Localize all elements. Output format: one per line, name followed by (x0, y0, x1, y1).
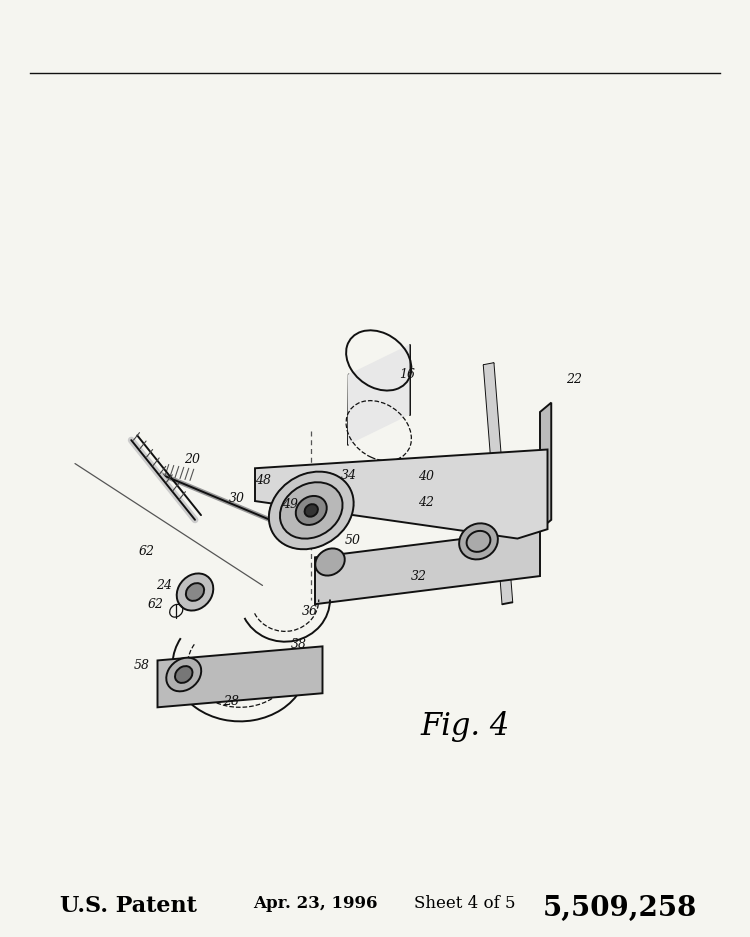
Polygon shape (255, 450, 548, 539)
Text: 49: 49 (282, 498, 298, 511)
Text: Sheet 4 of 5: Sheet 4 of 5 (414, 895, 516, 912)
Polygon shape (315, 529, 540, 604)
Ellipse shape (269, 472, 353, 549)
Text: U.S. Patent: U.S. Patent (60, 895, 196, 916)
Ellipse shape (296, 497, 327, 525)
Ellipse shape (459, 524, 498, 559)
Text: 62: 62 (148, 598, 164, 611)
Polygon shape (540, 403, 551, 529)
Text: 24: 24 (156, 579, 172, 592)
Text: Fig. 4: Fig. 4 (420, 710, 510, 742)
Ellipse shape (280, 483, 343, 539)
Ellipse shape (186, 584, 204, 601)
Polygon shape (158, 647, 322, 707)
Ellipse shape (177, 573, 213, 611)
Ellipse shape (175, 666, 193, 683)
Text: 32: 32 (411, 570, 427, 583)
Text: 62: 62 (139, 544, 154, 558)
Text: 28: 28 (224, 694, 239, 707)
Text: 30: 30 (229, 492, 244, 505)
Ellipse shape (304, 504, 318, 517)
Text: 38: 38 (291, 638, 307, 651)
Text: 42: 42 (419, 496, 434, 509)
Text: 50: 50 (345, 534, 361, 547)
Text: 5,509,258: 5,509,258 (543, 895, 698, 922)
Text: 48: 48 (255, 473, 271, 486)
Text: Apr. 23, 1996: Apr. 23, 1996 (253, 895, 377, 912)
Polygon shape (348, 345, 410, 445)
Text: 22: 22 (566, 373, 582, 386)
Text: 36: 36 (302, 604, 317, 617)
Text: 40: 40 (419, 469, 434, 483)
Ellipse shape (166, 658, 201, 692)
Polygon shape (484, 364, 512, 604)
Text: 58: 58 (134, 659, 149, 672)
Text: 16: 16 (399, 368, 415, 381)
Ellipse shape (315, 549, 345, 575)
Text: 34: 34 (341, 468, 357, 482)
Text: 20: 20 (184, 453, 200, 466)
